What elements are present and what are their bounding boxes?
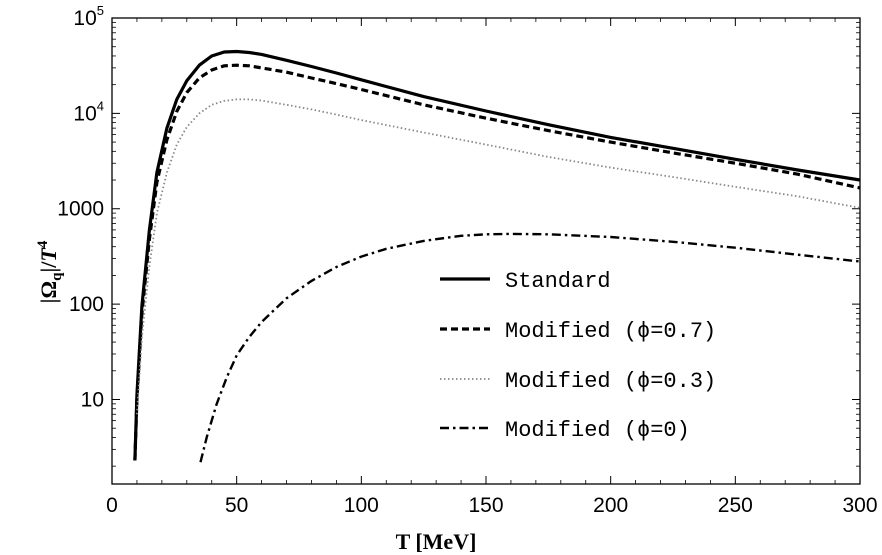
y-axis-title: |Ωq|/T4: [35, 240, 65, 303]
x-tick-label: 0: [106, 494, 118, 517]
y-tick-label-base: 10: [73, 7, 96, 30]
y-axis-title-sup: 4: [35, 240, 51, 248]
legend-label-3: Modified (ϕ=0.3): [505, 369, 716, 394]
x-tick-label: 200: [593, 494, 628, 517]
x-axis-title: T [MeV]: [396, 529, 477, 554]
y-axis-title-rest: |/: [36, 261, 61, 273]
y-axis-title-main: |Ω: [36, 281, 61, 303]
x-tick-label: 100: [344, 494, 379, 517]
y-axis-title-sub: q: [49, 272, 65, 281]
x-tick-label: 50: [225, 494, 248, 517]
series-line-2: [133, 63, 861, 461]
y-tick-label: 104: [73, 98, 104, 125]
y-tick-label: 10: [81, 388, 104, 411]
y-tick-label: 105: [73, 3, 104, 30]
y-tick-label: 1000: [57, 198, 104, 221]
series-line-1: [133, 49, 861, 461]
series-group: [133, 49, 861, 463]
x-tick-label: 150: [468, 494, 503, 517]
x-tick-label: 250: [718, 494, 753, 517]
y-tick-label-base: 10: [73, 102, 96, 125]
y-tick-label-exponent: 5: [97, 3, 104, 18]
legend: Standard Modified (ϕ=0.7) Modified (ϕ=0.3)…: [440, 269, 716, 443]
legend-label-1: Standard: [505, 269, 611, 294]
y-tick-label-exponent: 4: [97, 98, 104, 113]
x-tick-label: 300: [842, 494, 877, 517]
series-line-3: [136, 98, 861, 415]
legend-label-2: Modified (ϕ=0.7): [505, 319, 716, 344]
y-tick-label: 100: [69, 293, 104, 316]
y-axis-title-t: T: [36, 247, 61, 262]
series-line-4: [199, 232, 861, 463]
svg-text:|Ωq|/T4: |Ωq|/T4: [35, 240, 65, 303]
legend-label-4: Modified (ϕ=0): [505, 418, 690, 443]
